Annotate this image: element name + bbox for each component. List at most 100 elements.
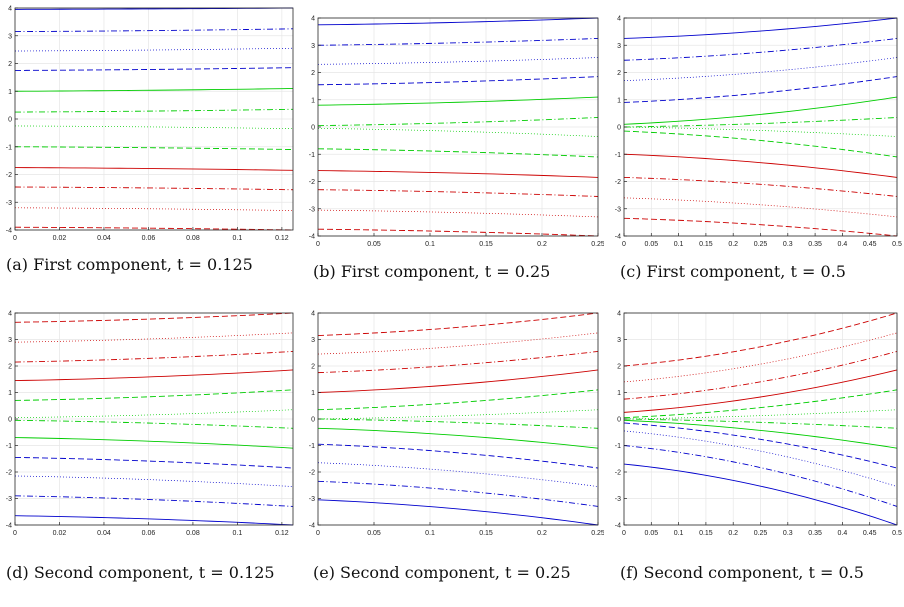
y-tick-label: -3 — [309, 206, 315, 213]
series-line-7 — [317, 148, 599, 158]
x-tick-label: 0.05 — [644, 530, 658, 537]
series-line-0 — [623, 17, 898, 39]
x-tick-label: 0.25 — [754, 241, 768, 247]
chart-d: -4 -3 -2 -1 0 1 2 3 4 0 0.02 0.04 0.06 0.08 0.1 0.12 — [6, 311, 294, 537]
y-tick-label: -3 — [6, 200, 12, 207]
y-tick-label: 2 — [8, 364, 12, 371]
series-line-10 — [317, 480, 599, 507]
caption-b: (b) First component, t = 0.25 — [313, 262, 551, 281]
x-tick-label: 0.02 — [53, 530, 67, 537]
x-tick-label: 0 — [316, 241, 320, 247]
series-line-0 — [623, 312, 898, 367]
series-line-4 — [623, 96, 898, 125]
caption-e: (e) Second component, t = 0.25 — [313, 563, 571, 582]
chart-b: -4 -3 -2 -1 0 1 2 3 4 0 0.05 0.1 0.15 0.2 0.25 — [309, 16, 604, 248]
series-line-7 — [14, 146, 294, 150]
y-tick-label: 0 — [311, 417, 315, 424]
caption-d: (d) Second component, t = 0.125 — [6, 563, 275, 582]
chart-f: -4 -3 -2 -1 0 1 2 3 4 0 0.05 0.1 0.15 0.2 0.25 0.3 0.35 0… — [615, 311, 902, 538]
series-line-5 — [317, 409, 599, 420]
y-tick-label: 3 — [8, 337, 12, 344]
series-line-9 — [14, 475, 294, 487]
series-line-8 — [623, 153, 898, 178]
series-line-11 — [14, 515, 294, 526]
y-tick-label: -1 — [615, 152, 621, 159]
y-tick-label: 3 — [311, 43, 315, 50]
x-tick-label: 0.04 — [97, 530, 111, 537]
series-line-11 — [623, 463, 898, 526]
series-line-5 — [623, 409, 898, 420]
series-line-9 — [623, 430, 898, 487]
x-tick-label: 0.08 — [186, 530, 200, 537]
y-tick-label: -4 — [309, 234, 315, 241]
caption-a: (a) First component, t = 0.125 — [6, 255, 253, 274]
x-tick-label: 0.04 — [97, 235, 111, 242]
y-tick-label: 1 — [617, 390, 621, 397]
x-tick-label: 0.25 — [591, 530, 604, 537]
y-tick-label: -2 — [6, 172, 12, 179]
x-tick-label: 0.1 — [233, 235, 243, 242]
series-line-1 — [14, 28, 294, 33]
y-tick-label: 2 — [311, 70, 315, 77]
series-line-8 — [14, 456, 294, 469]
series-line-3 — [14, 67, 294, 71]
y-tick-label: -3 — [615, 206, 621, 213]
series-line-10 — [317, 209, 599, 218]
x-tick-label: 0.5 — [892, 530, 902, 537]
series-line-3 — [14, 369, 294, 382]
y-tick-label: 1 — [617, 97, 621, 104]
series-line-8 — [317, 443, 599, 469]
y-tick-label: -1 — [6, 144, 12, 151]
x-tick-label: 0.35 — [808, 241, 822, 247]
x-tick-label: 0.02 — [53, 235, 67, 242]
series-line-4 — [317, 389, 599, 411]
series-line-9 — [14, 186, 294, 191]
x-tick-label: 0.06 — [142, 235, 156, 242]
y-tick-label: 0 — [8, 117, 12, 124]
series-line-8 — [14, 167, 294, 171]
series-line-1 — [623, 332, 898, 383]
x-tick-label: 0.12 — [275, 530, 289, 537]
y-tick-label: -4 — [6, 228, 12, 235]
series-line-7 — [317, 427, 599, 449]
x-tick-label: 0.3 — [783, 241, 793, 247]
series-line-2 — [317, 350, 599, 374]
y-tick-label: 4 — [617, 311, 621, 318]
y-tick-label: 3 — [311, 337, 315, 344]
series-line-6 — [317, 418, 599, 429]
x-tick-label: 0.2 — [728, 241, 738, 247]
series-line-4 — [14, 88, 294, 92]
x-tick-label: 0.2 — [728, 530, 738, 537]
y-tick-label: -2 — [6, 470, 12, 477]
y-tick-label: 4 — [8, 311, 12, 318]
x-tick-label: 0 — [13, 530, 17, 537]
series-line-1 — [317, 332, 599, 355]
series-line-2 — [317, 57, 599, 65]
series-line-6 — [317, 128, 599, 137]
x-tick-label: 0.08 — [186, 235, 200, 242]
x-tick-label: 0.1 — [674, 241, 684, 247]
y-tick-label: 3 — [617, 43, 621, 50]
series-line-3 — [317, 76, 599, 86]
y-tick-label: 1 — [8, 390, 12, 397]
x-tick-label: 0.15 — [479, 241, 493, 247]
series-line-11 — [317, 228, 599, 237]
chart-c: -4 -3 -2 -1 0 1 2 3 4 0 0.05 0.1 0.15 0.2 0.25 0.3 0.35 0… — [615, 16, 902, 248]
y-tick-label: -4 — [615, 523, 621, 530]
y-tick-label: 0 — [617, 125, 621, 132]
series-line-10 — [14, 207, 294, 211]
caption-c: (c) First component, t = 0.5 — [620, 262, 846, 281]
series-line-11 — [317, 499, 599, 526]
x-tick-label: 0.05 — [367, 241, 381, 247]
series-line-6 — [623, 126, 898, 137]
x-tick-label: 0.2 — [537, 241, 547, 247]
series-line-10 — [623, 197, 898, 218]
series-line-3 — [317, 369, 599, 393]
series-line-0 — [14, 312, 294, 323]
y-tick-label: 1 — [311, 390, 315, 397]
x-tick-label: 0 — [13, 235, 17, 242]
series-line-2 — [623, 57, 898, 82]
x-tick-label: 0 — [622, 241, 626, 247]
series-line-9 — [317, 189, 599, 197]
x-tick-label: 0.4 — [838, 241, 848, 247]
